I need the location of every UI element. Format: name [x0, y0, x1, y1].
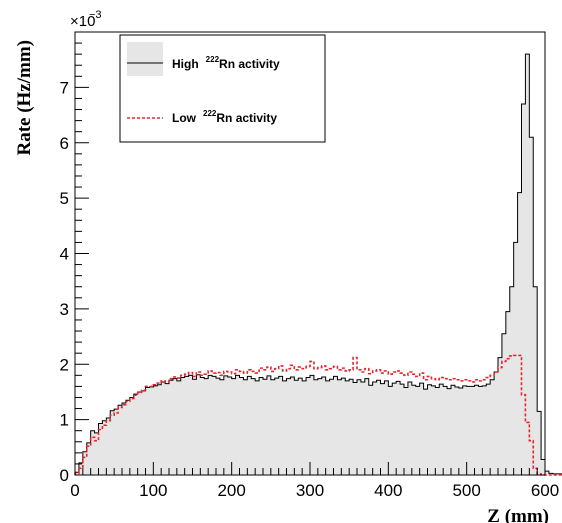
legend-label-low-sup: 222 — [203, 109, 217, 118]
x-tick-label: 200 — [217, 481, 245, 500]
legend-swatch-high — [127, 42, 163, 76]
y-tick-label: 3 — [60, 300, 69, 319]
x-axis: 0 100 200 300 400 500 600 — [70, 462, 559, 500]
y-multiplier-base: ×10 — [70, 13, 95, 30]
series-0-fill — [75, 54, 562, 475]
legend-label-low-suffix: Rn activity — [216, 111, 277, 125]
y-tick-label: 4 — [60, 245, 69, 264]
x-tick-label: 600 — [531, 481, 559, 500]
legend-label-high-prefix: High — [172, 57, 199, 71]
y-tick-label: 0 — [60, 466, 69, 485]
y-tick-label: 1 — [60, 411, 69, 430]
y-axis-title: Rate (Hz/mm) — [14, 40, 35, 156]
series-1-line — [74, 354, 562, 476]
y-multiplier-exponent: −3 — [89, 9, 102, 21]
x-tick-label: 500 — [452, 481, 480, 500]
x-tick-label: 0 — [70, 481, 79, 500]
y-tick-label: 2 — [60, 355, 69, 374]
legend-label-high-suffix: Rn activity — [219, 57, 280, 71]
y-tick-label: 5 — [60, 189, 69, 208]
legend-label-low-prefix: Low — [172, 111, 197, 125]
y-axis: 0 1 2 3 4 5 6 7 — [60, 31, 89, 485]
legend: High 222Rn activity Low 222Rn activity — [119, 34, 326, 143]
plot-area — [74, 53, 562, 476]
series-0-line — [74, 53, 562, 475]
y-tick-label: 6 — [60, 134, 69, 153]
x-tick-label: 100 — [139, 481, 167, 500]
legend-label-high-sup: 222 — [206, 55, 220, 64]
legend-entry-low: Low 222Rn activity — [127, 109, 277, 125]
x-axis-title: Z (mm) — [487, 506, 549, 523]
y-tick-label: 7 — [60, 78, 69, 97]
x-tick-label: 400 — [374, 481, 402, 500]
x-tick-label: 300 — [296, 481, 324, 500]
legend-entry-high: High 222Rn activity — [127, 42, 280, 76]
